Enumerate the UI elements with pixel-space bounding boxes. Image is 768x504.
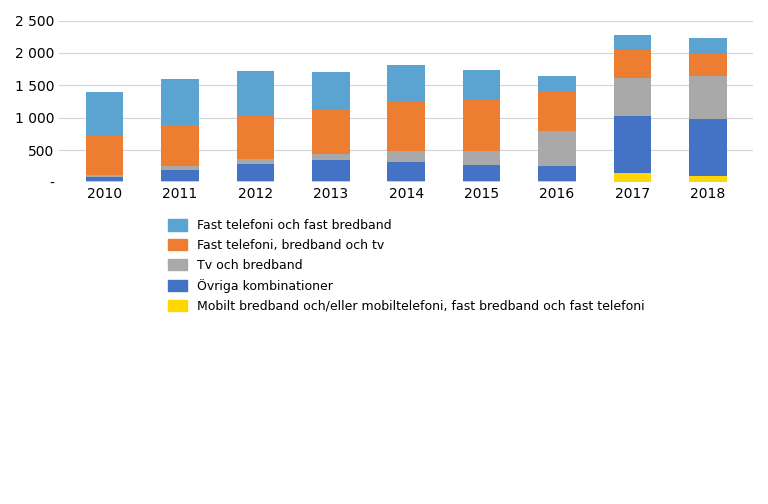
Bar (463, 165, 501, 181)
Bar (86, 135, 124, 175)
Bar (237, 164, 274, 181)
Bar (161, 181, 199, 182)
Bar (161, 79, 199, 125)
Legend: Fast telefoni och fast bredband, Fast telefoni, bredband och tv, Tv och bredband: Fast telefoni och fast bredband, Fast te… (162, 213, 650, 319)
Bar (463, 70, 501, 100)
Bar (387, 162, 425, 181)
Bar (463, 100, 501, 151)
Bar (312, 154, 349, 160)
Bar (237, 181, 274, 182)
Bar (538, 132, 576, 166)
Bar (387, 181, 425, 182)
Bar (614, 173, 651, 182)
Bar (614, 35, 651, 50)
Bar (463, 181, 501, 182)
Bar (538, 181, 576, 182)
Bar (614, 78, 651, 116)
Bar (86, 181, 124, 182)
Bar (689, 38, 727, 54)
Bar (312, 181, 349, 182)
Bar (463, 151, 501, 165)
Bar (614, 116, 651, 173)
Bar (86, 92, 124, 135)
Bar (538, 76, 576, 92)
Bar (161, 125, 199, 166)
Bar (86, 177, 124, 181)
Bar (86, 175, 124, 177)
Bar (161, 169, 199, 181)
Bar (161, 166, 199, 169)
Bar (312, 160, 349, 181)
Bar (538, 92, 576, 132)
Bar (689, 54, 727, 76)
Bar (312, 72, 349, 110)
Bar (387, 101, 425, 151)
Bar (614, 50, 651, 78)
Bar (689, 119, 727, 176)
Bar (387, 151, 425, 162)
Bar (237, 159, 274, 164)
Bar (689, 76, 727, 119)
Bar (237, 116, 274, 159)
Bar (237, 71, 274, 116)
Bar (312, 110, 349, 154)
Bar (689, 176, 727, 182)
Bar (387, 65, 425, 101)
Bar (538, 166, 576, 181)
